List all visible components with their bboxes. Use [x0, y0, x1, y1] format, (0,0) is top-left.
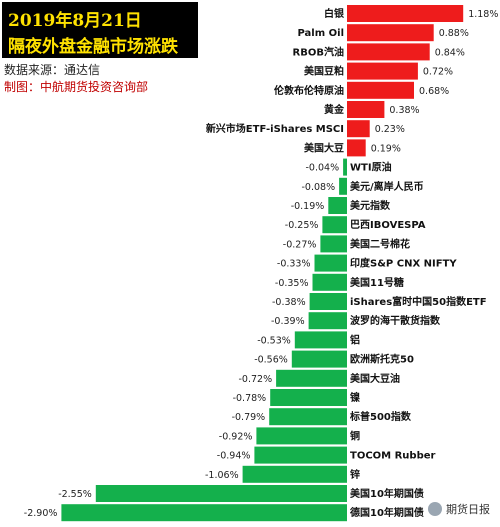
category-label: 美国10年期国债 — [350, 487, 424, 500]
bar-23 — [254, 446, 347, 464]
title-text: 隔夜外盘金融市场涨跌 — [8, 37, 178, 57]
data-source-note: 数据来源：通达信 — [4, 63, 101, 77]
bar-24 — [242, 465, 347, 483]
category-label: 美国11号糖 — [350, 276, 404, 289]
value-label: 1.18% — [468, 9, 498, 20]
bar-16 — [308, 312, 347, 330]
bar-2 — [347, 43, 430, 61]
value-label: 0.19% — [371, 143, 401, 154]
bar-4 — [347, 81, 414, 99]
bar-19 — [276, 369, 347, 387]
bar-21 — [269, 408, 347, 426]
bar-12 — [320, 235, 347, 253]
category-label: 欧洲斯托克50 — [350, 353, 414, 366]
value-label: -0.53% — [257, 335, 291, 346]
category-label: 波罗的海干散货指数 — [350, 314, 441, 327]
category-label: 美国二号棉花 — [350, 237, 410, 250]
bar-9 — [339, 177, 347, 195]
bar-11 — [322, 216, 347, 234]
category-label: 白银 — [324, 7, 345, 20]
value-label: -2.90% — [24, 508, 58, 519]
category-label: TOCOM Rubber — [350, 451, 436, 462]
value-label: -0.92% — [219, 431, 253, 442]
value-label: 0.23% — [375, 124, 405, 135]
value-label: 0.38% — [389, 105, 419, 116]
category-label: 铜 — [350, 429, 360, 442]
category-label: Palm Oil — [298, 28, 345, 39]
value-label: -0.25% — [285, 220, 319, 231]
bar-5 — [347, 101, 385, 118]
bar-8 — [343, 158, 347, 176]
bar-13 — [314, 254, 347, 272]
bar-15 — [309, 293, 347, 310]
category-label: 美元指数 — [350, 199, 391, 212]
bar-1 — [347, 24, 434, 42]
bar-18 — [291, 350, 347, 368]
title-date: 2019年8月21日 — [8, 11, 142, 31]
value-label: -0.27% — [283, 239, 317, 250]
bar-22 — [256, 427, 347, 445]
title-box: 2019年8月21日 隔夜外盘金融市场涨跌 — [2, 2, 198, 58]
value-label: 0.84% — [435, 47, 465, 58]
bar-3 — [347, 62, 418, 80]
category-label: 标普500指数 — [349, 410, 412, 423]
bar-0 — [347, 5, 464, 22]
category-label: 镍 — [350, 391, 360, 404]
value-label: -0.38% — [272, 297, 306, 308]
value-label: 0.72% — [423, 67, 453, 78]
value-label: -0.35% — [275, 278, 309, 289]
value-label: -0.39% — [271, 316, 305, 327]
value-label: 0.68% — [419, 86, 449, 97]
bar-20 — [270, 389, 347, 406]
value-label: -0.56% — [254, 355, 288, 366]
category-label: 美国豆粕 — [304, 65, 344, 78]
value-label: -0.72% — [238, 374, 272, 385]
category-label: 巴西IBOVESPA — [350, 219, 426, 231]
category-label: 锌 — [350, 468, 360, 481]
category-label: 美国大豆油 — [350, 372, 400, 385]
category-label: 伦敦布伦特原油 — [274, 84, 344, 97]
category-label: 德国10年期国债 — [349, 506, 424, 519]
bar-7 — [347, 139, 366, 157]
value-label: -0.08% — [301, 182, 335, 193]
value-label: -0.78% — [233, 393, 267, 404]
value-label: -0.33% — [277, 259, 311, 270]
chart-credit-note: 制图：中航期货投资咨询部 — [4, 80, 149, 94]
watermark: 期货日报 — [424, 498, 500, 520]
bar-17 — [294, 331, 347, 349]
value-label: -0.79% — [232, 412, 266, 423]
category-label: RBOB汽油 — [293, 45, 344, 58]
category-label: 印度S&P CNX NIFTY — [350, 257, 457, 270]
category-label: WTI原油 — [350, 161, 392, 174]
category-label: 美国大豆 — [304, 141, 344, 154]
category-label: iShares富时中国50指数ETF — [350, 295, 487, 308]
bar-6 — [347, 120, 370, 138]
labels-layer: 白银 1.18% Palm Oil 0.88% RBOB汽油 0.84% 美国豆粕 0.72%… — [24, 7, 499, 519]
value-label: -0.94% — [217, 451, 251, 462]
value-label: -2.55% — [58, 489, 92, 500]
category-label: 美元/离岸人民币 — [350, 180, 424, 193]
value-label: 0.88% — [439, 28, 469, 39]
category-label: 新兴市场ETF-iShares MSCI — [206, 122, 344, 135]
bar-25 — [95, 485, 347, 502]
value-label: -1.06% — [205, 470, 239, 481]
category-label: 黄金 — [324, 103, 345, 116]
category-label: 铝 — [350, 333, 360, 346]
value-label: -0.04% — [305, 163, 339, 174]
wechat-logo-icon — [428, 502, 442, 516]
bar-26 — [61, 504, 348, 522]
bars-layer — [61, 5, 464, 522]
bar-10 — [328, 197, 347, 214]
value-label: -0.19% — [291, 201, 325, 212]
bar-14 — [312, 273, 347, 291]
watermark-text: 期货日报 — [446, 503, 490, 516]
